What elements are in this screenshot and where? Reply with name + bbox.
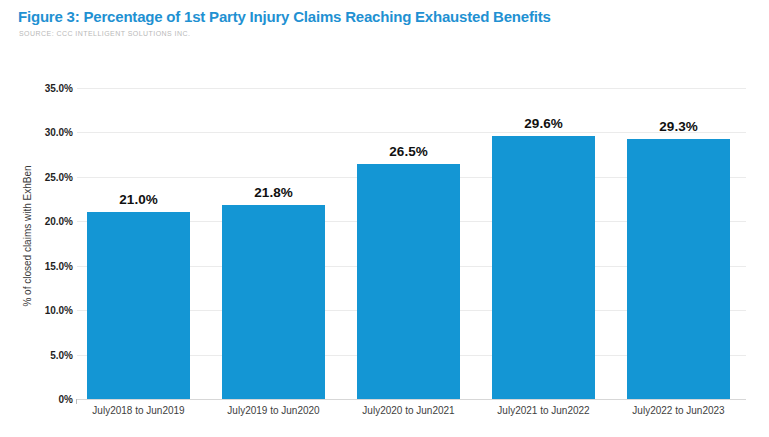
gridline-0pct [77, 399, 746, 400]
y-tick-label-30pct: 30.0% [23, 127, 73, 138]
y-tick-label-0pct: 0% [23, 394, 73, 405]
x-tick-label: July2022 to Jun2023 [632, 405, 724, 416]
bar-value-label: 29.3% [659, 119, 697, 134]
bar-july2021-to-jun2022 [492, 136, 595, 399]
bar-value-label: 26.5% [389, 144, 427, 159]
y-tick-label-25pct: 25.0% [23, 171, 73, 182]
y-tick-label-5pct: 5.0% [23, 349, 73, 360]
bar-july2022-to-jun2023 [627, 139, 730, 399]
bar-july2019-to-jun2020 [222, 205, 325, 399]
plot-area: 0%5.0%10.0%15.0%20.0%25.0%30.0%35.0%21.0… [77, 88, 746, 399]
x-tick-label: July2019 to Jun2020 [227, 405, 319, 416]
chart-source: SOURCE: CCC INTELLIGENT SOLUTIONS INC. [19, 30, 190, 37]
gridline-30pct [77, 132, 746, 133]
bar-value-label: 21.8% [254, 185, 292, 200]
gridline-35pct [77, 88, 746, 89]
figure-3-bar-chart: Figure 3: Percentage of 1st Party Injury… [0, 0, 769, 437]
bar-july2018-to-jun2019 [87, 212, 190, 399]
y-tick-label-20pct: 20.0% [23, 216, 73, 227]
bar-value-label: 29.6% [524, 116, 562, 131]
x-tick-label: July2020 to Jun2021 [362, 405, 454, 416]
y-tick-label-10pct: 10.0% [23, 305, 73, 316]
x-tick-label: July2021 to Jun2022 [497, 405, 589, 416]
y-tick-label-15pct: 15.0% [23, 260, 73, 271]
chart-title: Figure 3: Percentage of 1st Party Injury… [18, 8, 551, 25]
bar-july2020-to-jun2021 [357, 164, 460, 399]
y-axis-title: % of closed claims with ExhBen [22, 165, 33, 306]
x-tick-label: July2018 to Jun2019 [92, 405, 184, 416]
bar-value-label: 21.0% [119, 192, 157, 207]
y-tick-label-35pct: 35.0% [23, 83, 73, 94]
